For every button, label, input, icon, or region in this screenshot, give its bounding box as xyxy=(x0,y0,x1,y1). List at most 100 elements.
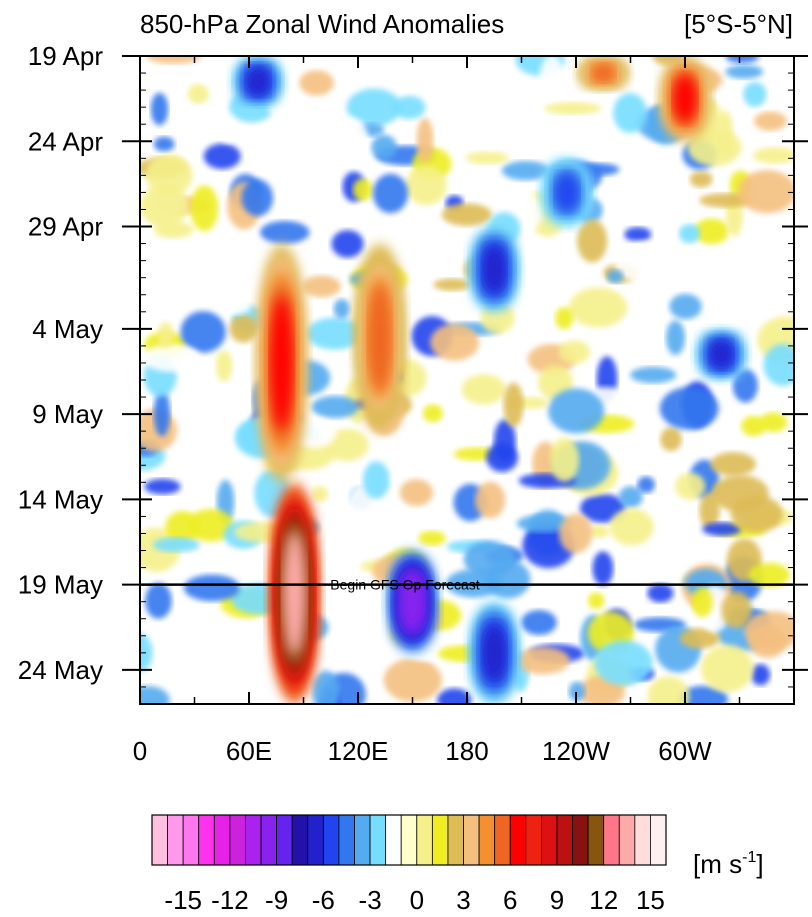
colorbar-tick-label: 6 xyxy=(503,885,517,915)
colorbar-tick-label: 15 xyxy=(636,885,665,915)
colorbar-swatch xyxy=(229,814,246,866)
easterly-anomaly xyxy=(386,550,439,653)
y-tick-label: 19 May xyxy=(18,570,103,600)
y-tick-label: 24 May xyxy=(18,655,103,685)
field-cell xyxy=(437,688,472,704)
x-tick-label: 0 xyxy=(133,736,147,766)
field-cell xyxy=(669,293,702,320)
field-cell xyxy=(393,95,426,120)
field-cell xyxy=(329,117,368,157)
field-cell xyxy=(461,374,506,405)
field-cell xyxy=(725,64,764,79)
field-cell xyxy=(215,350,233,382)
easterly-anomaly xyxy=(468,601,521,704)
field-cell xyxy=(501,161,550,181)
field-cell xyxy=(405,165,447,205)
field-cell xyxy=(555,306,574,330)
field-cell xyxy=(568,681,586,702)
colorbar-swatch xyxy=(338,814,355,866)
colorbar-swatch xyxy=(431,814,449,866)
colorbar-swatch xyxy=(447,814,464,866)
field-cell xyxy=(691,587,713,618)
field-cell xyxy=(145,582,172,619)
field-cell xyxy=(741,415,766,437)
x-tick-label: 60W xyxy=(658,736,712,766)
field-cell xyxy=(433,278,472,291)
field-cell xyxy=(324,428,369,462)
field-cell xyxy=(418,530,446,546)
x-tick-label: 180 xyxy=(445,736,488,766)
field-cell xyxy=(730,495,783,533)
field-cell xyxy=(577,219,608,263)
forecast-label: Begin GFS Op Forecast xyxy=(330,577,480,593)
field-cell xyxy=(187,508,234,542)
field-cell xyxy=(377,56,412,85)
field-cell xyxy=(589,524,610,539)
y-tick-label: 24 Apr xyxy=(28,126,104,156)
colorbar-tick-label: 12 xyxy=(589,885,618,915)
colorbar-swatch xyxy=(416,814,433,866)
colorbar-swatch xyxy=(618,814,636,866)
colorbar-tick-label: -15 xyxy=(164,885,202,915)
field-cell xyxy=(183,574,240,602)
field-cell xyxy=(666,320,685,356)
field-cell xyxy=(331,230,364,258)
colorbar-swatch xyxy=(276,814,293,866)
colorbar-swatch xyxy=(167,814,184,866)
x-tick-label: 120E xyxy=(328,736,389,766)
y-tick-label: 29 Apr xyxy=(28,212,104,242)
field-cell xyxy=(441,203,492,227)
field-cell xyxy=(153,390,171,437)
field-cell xyxy=(203,143,241,170)
field-cell xyxy=(592,551,614,586)
field-cell xyxy=(558,340,591,364)
field-cell xyxy=(260,220,310,244)
field-cell xyxy=(144,478,181,495)
field-cell xyxy=(190,185,219,232)
colorbar-swatch xyxy=(634,814,651,866)
field-cell xyxy=(594,640,653,686)
colorbar-tick-label: -9 xyxy=(265,885,288,915)
y-axis: 19 Apr 24 Apr 29 Apr 4 May 9 May 14 May 19 May… xyxy=(18,41,808,688)
colorbar-swatch xyxy=(400,814,418,866)
westerly-anomaly xyxy=(577,56,630,91)
field-cell xyxy=(394,242,442,263)
plot-area xyxy=(140,56,794,704)
colorbar-swatch xyxy=(307,814,324,866)
field-cell xyxy=(587,592,605,609)
colorbar-tick-label: -6 xyxy=(312,885,335,915)
field-cell xyxy=(763,343,794,386)
field-cell xyxy=(699,193,752,208)
colorbar-swatch xyxy=(556,814,573,866)
field-cell xyxy=(352,178,373,201)
colorbar-swatch xyxy=(385,814,402,866)
field-cell xyxy=(416,117,434,163)
field-cell xyxy=(614,241,671,283)
field-cell xyxy=(558,513,593,554)
field-cell xyxy=(465,151,510,165)
field-cell xyxy=(187,83,209,104)
field-cell xyxy=(312,670,340,704)
field-cell xyxy=(493,419,516,463)
field-cell xyxy=(222,297,251,315)
field-cell xyxy=(140,56,153,71)
colorbar: -15 -12 -9 -6 -3 0 3 6 9 12 15 xyxy=(151,814,667,915)
field-cell xyxy=(532,141,575,158)
field-cell xyxy=(550,437,579,482)
field-cell xyxy=(659,387,719,430)
x-tick-label: 60E xyxy=(226,736,272,766)
colorbar-swatch xyxy=(260,814,278,866)
field-cell xyxy=(180,311,226,353)
field-cell xyxy=(430,323,480,361)
field-cell xyxy=(302,275,341,298)
field-cell xyxy=(630,366,677,384)
colorbar-swatch xyxy=(572,814,589,866)
colorbar-swatch xyxy=(540,814,558,866)
field-cell xyxy=(678,685,729,704)
colorbar-tick-label: 0 xyxy=(410,885,424,915)
field-cell xyxy=(157,321,174,349)
field-cell xyxy=(181,459,218,475)
colorbar-swatch xyxy=(151,814,168,866)
field-cell xyxy=(521,610,557,635)
colorbar-swatch xyxy=(198,814,215,866)
